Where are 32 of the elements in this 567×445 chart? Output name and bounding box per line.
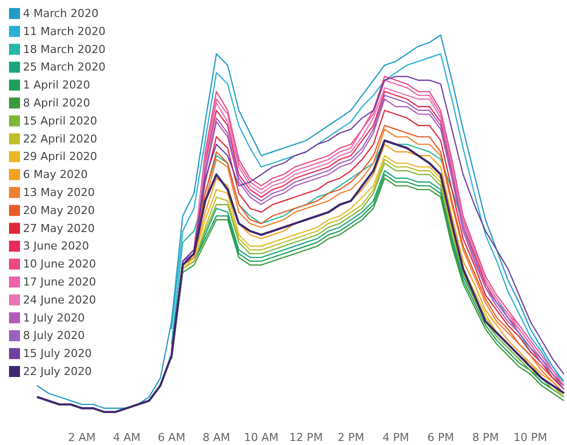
legend-label: 13 May 2020 [23,186,95,199]
legend-label: 22 April 2020 [23,132,98,146]
legend-label: 3 June 2020 [23,240,89,253]
legend-label: 15 July 2020 [23,347,92,360]
x-tick-label: 4 PM [382,431,410,444]
x-tick-label: 8 AM [202,431,230,444]
x-tick-label: 10 AM [244,431,279,444]
legend-label: 1 July 2020 [23,311,85,324]
legend-label: 11 March 2020 [23,24,106,38]
x-tick-label: 6 AM [158,431,186,444]
x-tick-label: 8 PM [472,431,499,444]
legend-label: 8 April 2020 [23,96,90,110]
x-tick-label: 6 PM [427,431,454,444]
x-tick-label: 2 AM [68,431,96,444]
legend-label: 22 July 2020 [23,365,92,378]
legend-label: 27 May 2020 [23,222,95,235]
legend-label: 8 July 2020 [23,329,85,342]
legend-label: 4 March 2020 [23,7,99,20]
legend-label: 18 March 2020 [23,42,106,56]
legend-label: 10 June 2020 [23,258,96,271]
legend-label: 17 June 2020 [23,276,96,288]
legend-label: 20 May 2020 [23,204,95,217]
legend-label: 1 April 2020 [23,78,90,92]
legend-label: 25 March 2020 [23,60,106,74]
x-tick-label: 10 PM [514,431,548,444]
x-tick-label: 2 PM [338,431,364,444]
legend-label: 24 June 2020 [23,293,96,306]
x-tick-label: 12 PM [289,431,323,444]
legend-label: 15 April 2020 [23,114,98,128]
legend-label: 29 April 2020 [23,150,98,164]
legend-label: 6 May 2020 [23,168,88,182]
x-tick-label: 4 AM [112,431,140,444]
